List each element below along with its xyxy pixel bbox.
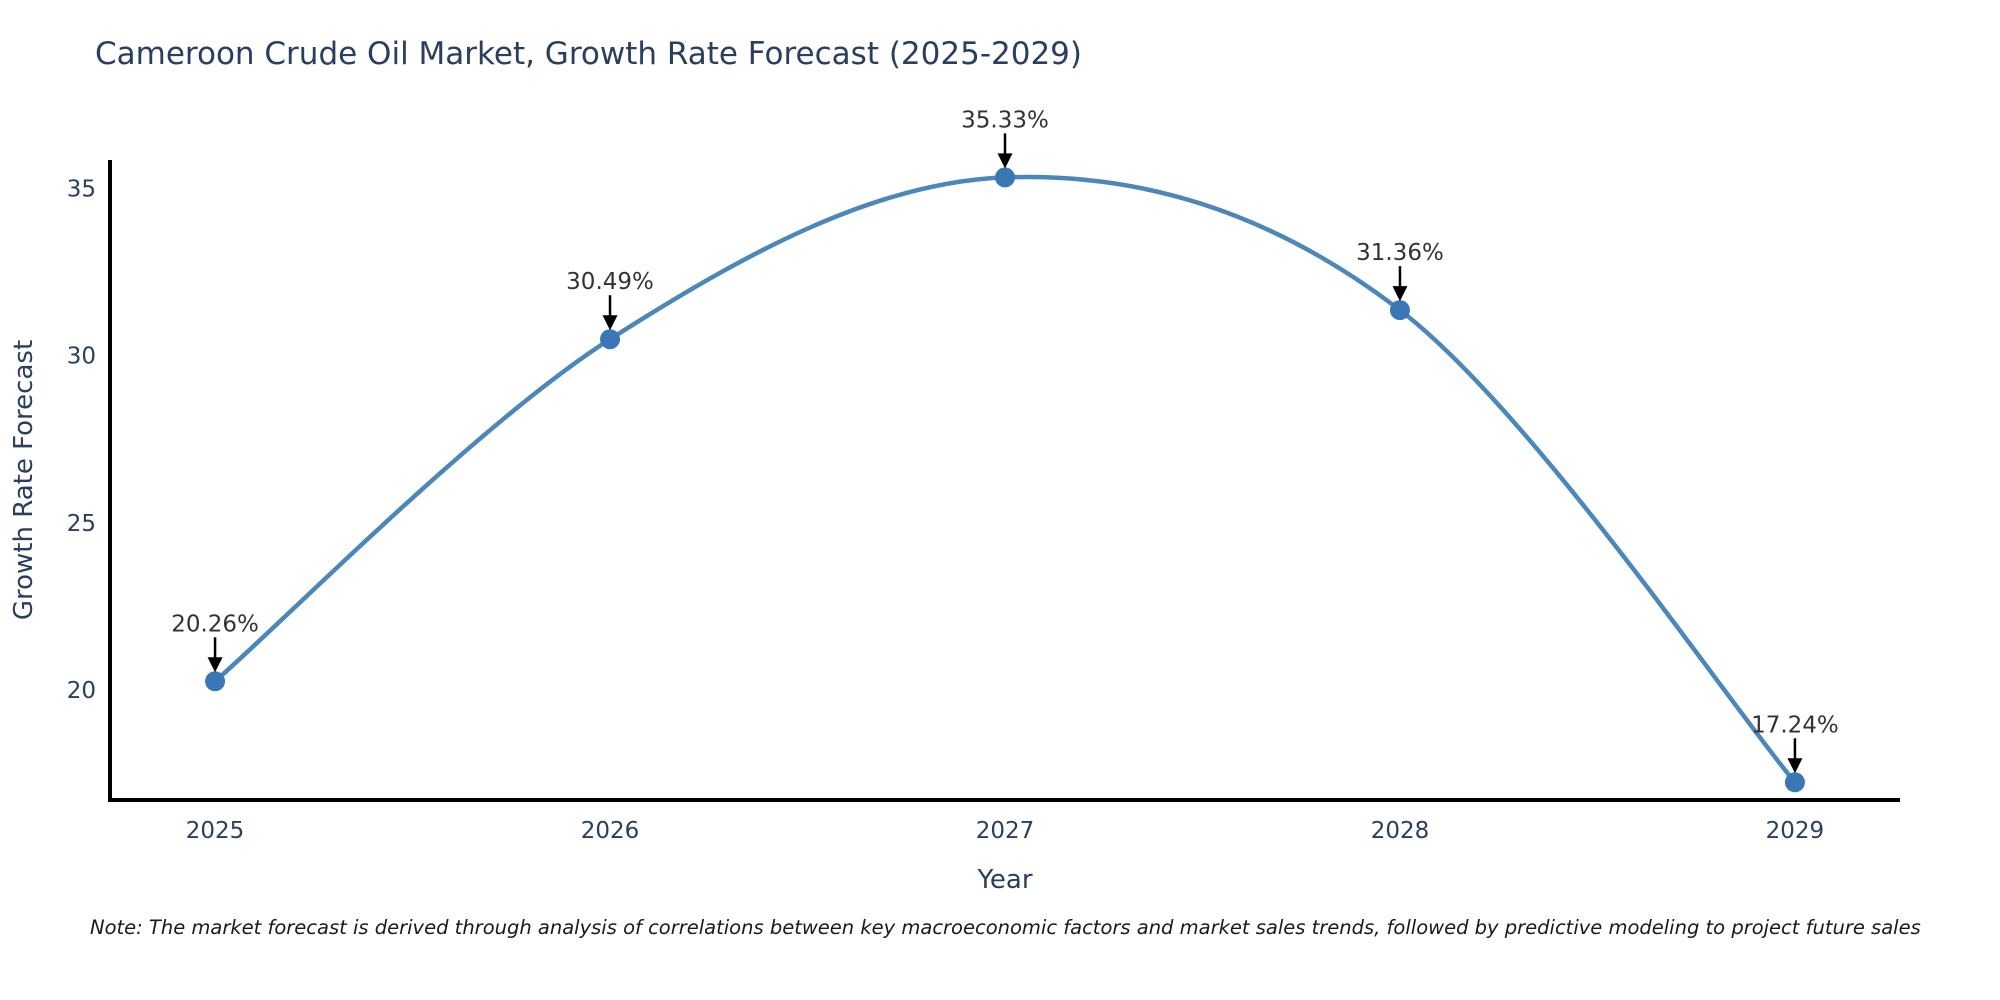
- data-point-marker: [205, 671, 226, 692]
- annotation-arrow-head: [1787, 758, 1803, 774]
- x-tick-label: 2029: [1766, 818, 1825, 844]
- y-tick-label: 30: [67, 344, 96, 370]
- y-axis-title: Growth Rate Forecast: [9, 340, 39, 620]
- data-point-label: 35.33%: [961, 107, 1049, 133]
- x-tick-label: 2026: [581, 818, 640, 844]
- annotation-arrow-head: [602, 315, 618, 331]
- forecast-spline: [212, 174, 1798, 785]
- data-point-marker: [1784, 772, 1805, 793]
- footnote: Note: The market forecast is derived thr…: [90, 916, 1921, 939]
- y-tick-label: 35: [67, 176, 96, 202]
- data-point-label: 20.26%: [171, 611, 259, 637]
- y-tick-label: 20: [67, 678, 96, 704]
- x-tick-label: 2028: [1371, 818, 1430, 844]
- data-point-marker: [1389, 300, 1410, 321]
- data-point-label: 30.49%: [566, 269, 654, 295]
- x-axis-title: Year: [976, 865, 1032, 895]
- data-point-marker: [600, 329, 621, 350]
- x-tick-label: 2027: [976, 818, 1035, 844]
- x-tick-label: 2025: [186, 818, 245, 844]
- data-point-label: 17.24%: [1751, 712, 1839, 738]
- annotation-arrow-head: [997, 153, 1013, 169]
- data-point-label: 31.36%: [1356, 240, 1444, 266]
- chart-title: Cameroon Crude Oil Market, Growth Rate F…: [95, 36, 1082, 72]
- annotation-arrow-head: [1392, 286, 1408, 302]
- y-tick-label: 25: [67, 511, 96, 537]
- annotation-arrow-head: [207, 657, 223, 673]
- data-point-marker: [995, 167, 1015, 188]
